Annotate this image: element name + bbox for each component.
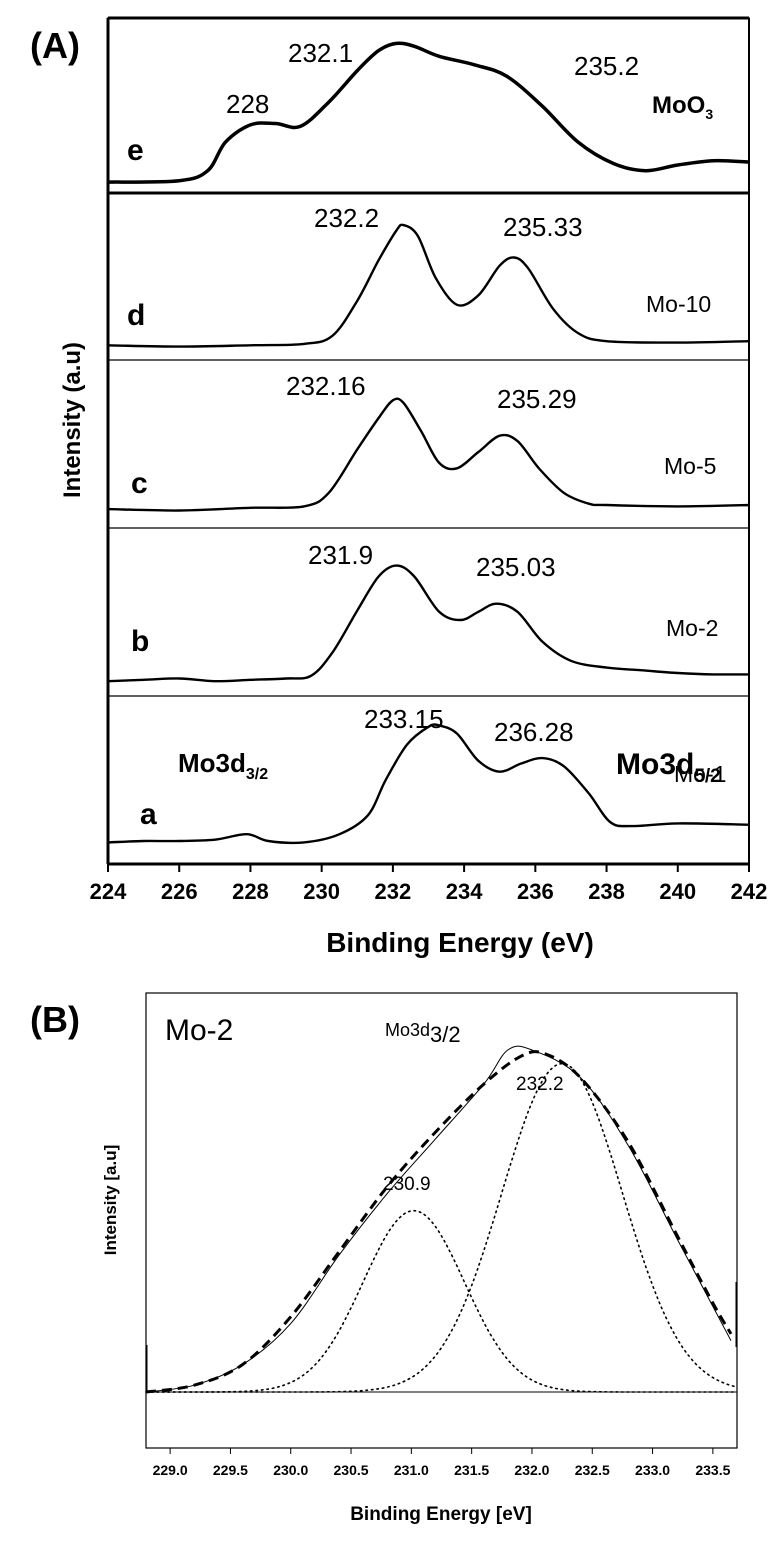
panel-a-y-axis-title: Intensity (a.u) xyxy=(59,342,86,498)
panel-a-x-ticks: 224 226 228 230 232 234 236 238 240 242 xyxy=(90,864,768,904)
x-tick-label: 238 xyxy=(588,879,625,904)
series-line-e xyxy=(107,41,750,184)
panel-b-frame xyxy=(145,992,738,1449)
series-name-a: Mo-1 xyxy=(674,761,726,787)
x-tick-label: 230 xyxy=(303,879,340,904)
x-tick-label: 229.0 xyxy=(153,1462,188,1478)
panel-a-x-axis-title: Binding Energy (eV) xyxy=(326,927,594,958)
panel-b: (B) Mo-2 Mo3d3/2 230.9 232.2 229.0 229.5 23… xyxy=(30,992,738,1525)
x-tick-label: 232 xyxy=(375,879,412,904)
peak-label-c: 235.29 xyxy=(497,384,577,414)
peak-label-b: 235.03 xyxy=(476,552,556,582)
mo3d-32-annotation: Mo3d3/2 xyxy=(178,748,268,783)
peak-label-e: 235.2 xyxy=(574,51,639,81)
panel-a-label: (A) xyxy=(30,25,80,66)
component-peak-label: 232.2 xyxy=(516,1074,564,1095)
panel-a-frames xyxy=(106,16,750,866)
series-line-c xyxy=(107,397,750,512)
x-tick-label: 228 xyxy=(232,879,269,904)
series-name-c: Mo-5 xyxy=(664,453,716,479)
subplot-letter-b: b xyxy=(131,625,149,658)
fit-component-1 xyxy=(145,1209,738,1393)
x-tick-label: 224 xyxy=(90,879,127,904)
x-tick-label: 233.0 xyxy=(635,1462,670,1478)
panel-b-x-axis-title: Binding Energy [eV] xyxy=(350,1504,532,1525)
panel-a-curves xyxy=(107,41,750,845)
peak-label-a: 236.28 xyxy=(494,717,574,747)
subplot-letter-d: d xyxy=(127,299,145,332)
peak-label-e: 232.1 xyxy=(288,38,353,68)
panel-a: (A) e MoO3 228 232.1 235.2 d Mo-10 232.2 235.33 c… xyxy=(30,16,768,958)
panel-b-x-ticks: 229.0 229.5 230.0 230.5 231.0 231.5 232.0 232.5… xyxy=(153,1448,731,1478)
panel-b-label: (B) xyxy=(30,999,80,1040)
panel-b-sample-label: Mo-2 xyxy=(165,1014,233,1047)
mo3d-52-annotation: Mo3d5/2 xyxy=(616,748,721,787)
x-tick-label: 232.5 xyxy=(575,1462,610,1478)
peak-label-a: 233.15 xyxy=(364,704,444,734)
x-tick-label: 240 xyxy=(659,879,696,904)
series-line-b xyxy=(107,564,750,683)
panel-a-texts: e MoO3 228 232.1 235.2 d Mo-10 232.2 235.33 c Mo-5… xyxy=(127,38,726,831)
x-tick-label: 230.5 xyxy=(334,1462,369,1478)
x-tick-label: 231.5 xyxy=(454,1462,489,1478)
x-tick-label: 242 xyxy=(731,879,768,904)
panel-a-border xyxy=(107,17,750,865)
peak-label-d: 235.33 xyxy=(503,212,583,242)
x-tick-label: 232.0 xyxy=(514,1462,549,1478)
peak-label-b: 231.9 xyxy=(308,540,373,570)
subplot-letter-a: a xyxy=(140,798,157,831)
panel-b-texts: 230.9 232.2 xyxy=(383,1074,564,1195)
panel-b-y-axis-title: Intensity [a.u] xyxy=(101,1145,120,1256)
subplot-letter-e: e xyxy=(127,134,144,167)
x-tick-label: 234 xyxy=(446,879,483,904)
component-peak-label: 230.9 xyxy=(383,1174,431,1195)
series-line-a xyxy=(107,723,750,845)
x-tick-label: 230.0 xyxy=(273,1462,308,1478)
x-tick-label: 226 xyxy=(161,879,198,904)
x-tick-label: 231.0 xyxy=(394,1462,429,1478)
x-tick-label: 236 xyxy=(517,879,554,904)
fit-component-2 xyxy=(145,1062,738,1393)
peak-label-c: 232.16 xyxy=(286,371,366,401)
panel-b-mo3d-annotation: Mo3d3/2 xyxy=(385,1020,461,1047)
x-tick-label: 229.5 xyxy=(213,1462,248,1478)
peak-label-d: 232.2 xyxy=(314,203,379,233)
peak-label-e: 228 xyxy=(226,89,269,119)
panel-b-curves xyxy=(145,1045,738,1394)
x-tick-label: 233.5 xyxy=(695,1462,730,1478)
series-name-b: Mo-2 xyxy=(666,615,718,641)
subplot-letter-c: c xyxy=(131,467,148,500)
fit-envelope xyxy=(145,1050,733,1394)
series-line-d xyxy=(107,223,750,348)
series-name-d: Mo-10 xyxy=(646,291,711,317)
series-name-e: MoO3 xyxy=(652,92,713,122)
measured-spectrum xyxy=(145,1045,732,1393)
